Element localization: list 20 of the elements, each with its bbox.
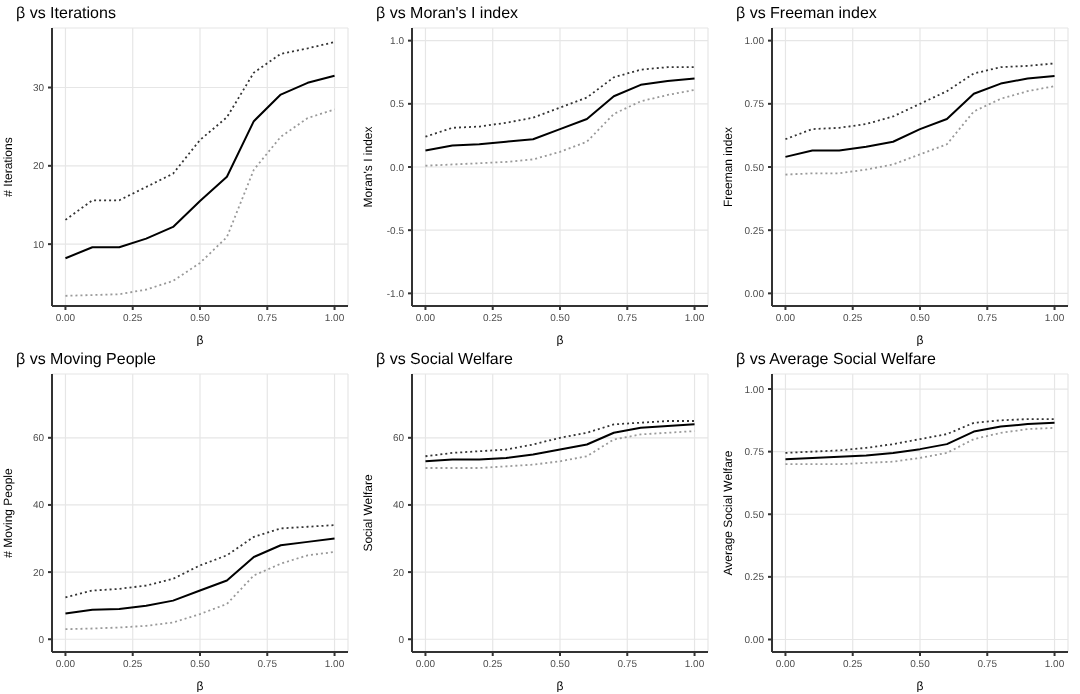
line-series bbox=[424, 77, 696, 152]
line-series bbox=[64, 41, 336, 221]
line-series bbox=[424, 89, 696, 167]
line-series bbox=[64, 524, 336, 599]
chart-title: β vs Freeman index bbox=[736, 4, 877, 22]
chart-title: β vs Social Welfare bbox=[376, 350, 513, 368]
chart-title: β vs Iterations bbox=[16, 4, 116, 22]
line-series bbox=[784, 75, 1056, 158]
line-series bbox=[424, 430, 696, 469]
line-series bbox=[784, 85, 1056, 176]
line-series bbox=[64, 74, 336, 260]
chart-title: β vs Moving People bbox=[16, 350, 156, 368]
line-series bbox=[64, 551, 336, 631]
line-series bbox=[784, 418, 1056, 454]
line-series bbox=[64, 537, 336, 615]
chart-title: β vs Average Social Welfare bbox=[736, 350, 936, 368]
chart-title: β vs Moran's I index bbox=[376, 4, 519, 22]
line-series bbox=[64, 108, 336, 297]
line-series bbox=[784, 62, 1056, 141]
line-series bbox=[424, 66, 696, 138]
